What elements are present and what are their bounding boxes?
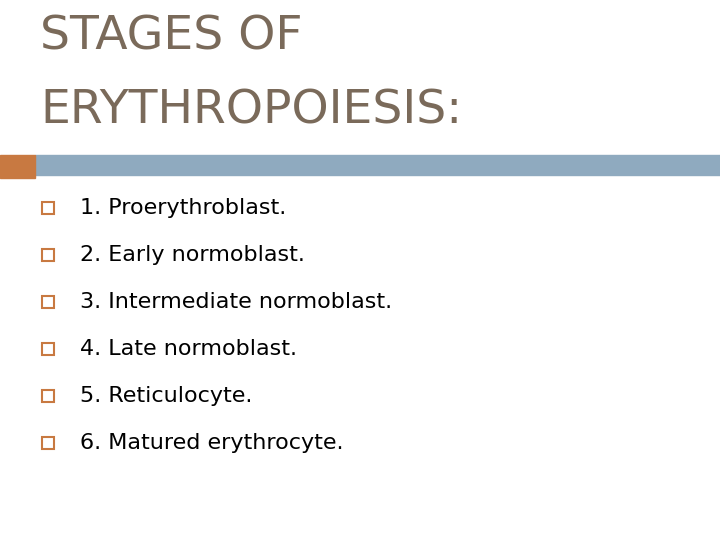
Text: 1. Proerythroblast.: 1. Proerythroblast. (80, 198, 287, 218)
Text: 3. Intermediate normoblast.: 3. Intermediate normoblast. (80, 292, 392, 312)
FancyBboxPatch shape (42, 437, 54, 449)
Text: 2. Early normoblast.: 2. Early normoblast. (80, 245, 305, 265)
FancyBboxPatch shape (42, 390, 54, 402)
Text: 4. Late normoblast.: 4. Late normoblast. (80, 339, 297, 359)
Bar (0, 155, 35, 178)
FancyBboxPatch shape (42, 249, 54, 261)
Text: 6. Matured erythrocyte.: 6. Matured erythrocyte. (80, 433, 343, 453)
FancyBboxPatch shape (42, 296, 54, 308)
Bar (35, 155, 720, 175)
Text: ERYTHROPOIESIS:: ERYTHROPOIESIS: (40, 88, 462, 133)
FancyBboxPatch shape (42, 343, 54, 355)
Text: 5. Reticulocyte.: 5. Reticulocyte. (80, 386, 253, 406)
Text: STAGES OF: STAGES OF (40, 15, 302, 60)
FancyBboxPatch shape (42, 202, 54, 214)
